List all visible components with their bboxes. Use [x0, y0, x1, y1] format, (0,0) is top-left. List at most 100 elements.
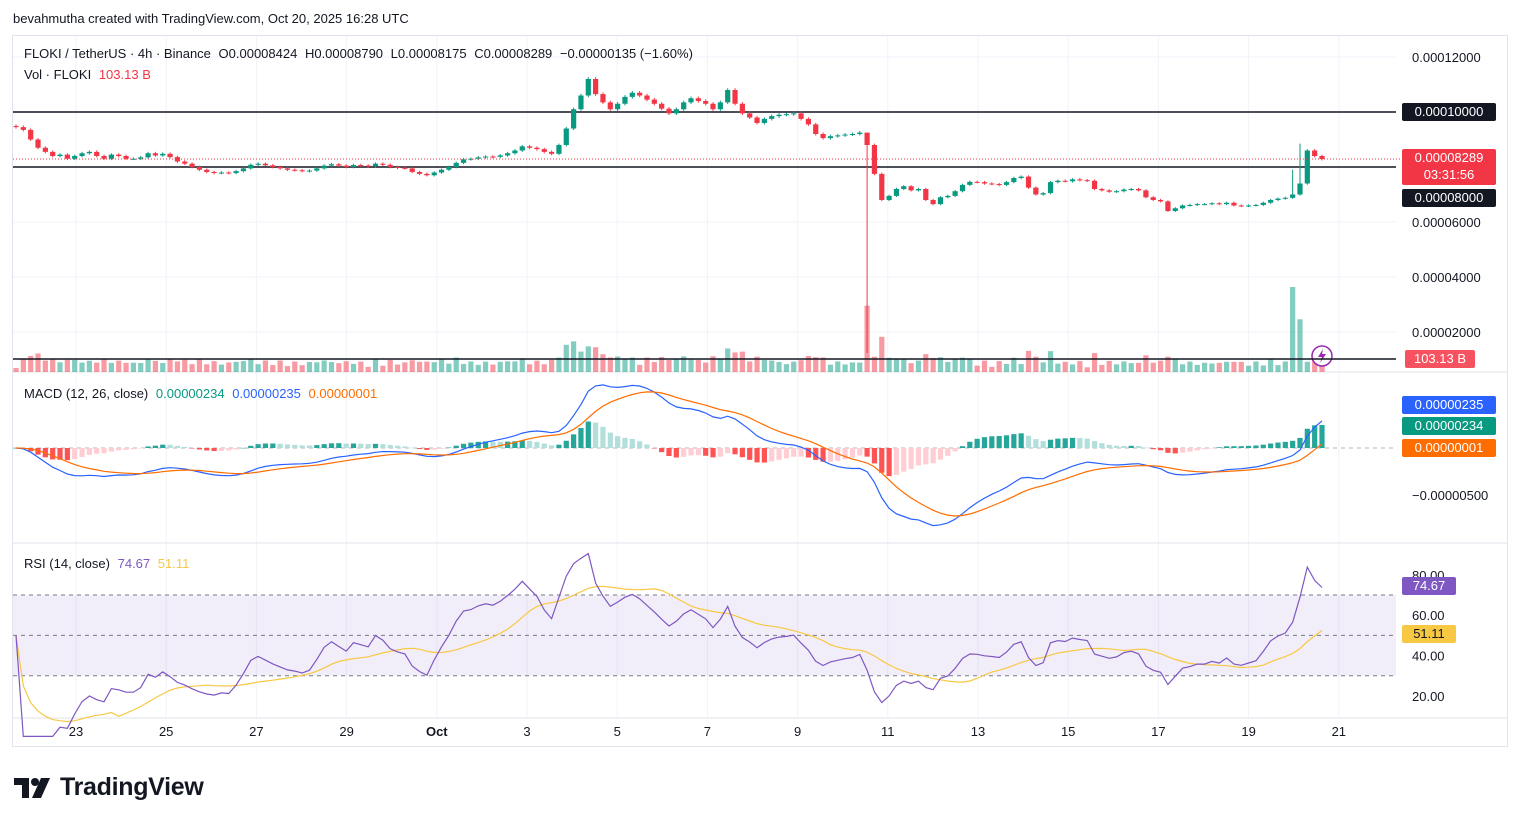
- candle-body: [534, 147, 540, 150]
- volume-bar: [372, 359, 379, 372]
- volume-bar: [20, 359, 26, 372]
- candle-body: [1275, 198, 1281, 200]
- legend-change: −0.00000135 (−1.60%): [559, 46, 693, 61]
- macd-histogram-bar: [475, 441, 481, 448]
- chart-frame[interactable]: [12, 35, 1508, 747]
- candle-body: [167, 153, 173, 158]
- volume-bar: [556, 357, 562, 372]
- volume-bar: [226, 362, 232, 372]
- candle-body: [901, 186, 907, 189]
- tradingview-logo-icon: [14, 777, 50, 798]
- macd-histogram-bar: [145, 446, 151, 448]
- macd-signal-line: [15, 391, 1323, 517]
- time-tick-label: 23: [69, 724, 83, 739]
- candle-body: [629, 92, 635, 97]
- volume-bar: [1187, 361, 1193, 372]
- candle-body: [1003, 182, 1010, 185]
- candle-body: [1304, 150, 1310, 184]
- price-tick-label: 0.00012000: [1412, 50, 1481, 65]
- macd-histogram-bar: [959, 446, 966, 448]
- legend-vol-value: 103.13 B: [98, 67, 151, 82]
- legend-symbol[interactable]: FLOKI / TetherUS · 4h · Binance: [24, 46, 211, 61]
- volume-bar: [769, 360, 775, 372]
- rsi-line: [15, 552, 1323, 737]
- candle-body: [174, 157, 181, 162]
- macd-histogram-bar: [937, 448, 944, 460]
- volume-bar: [28, 355, 34, 372]
- volume-bar: [1011, 357, 1017, 372]
- macd-histogram-bar: [1062, 438, 1068, 448]
- time-tick-label: 27: [249, 724, 263, 739]
- candle-body: [857, 132, 863, 134]
- candle-body: [1091, 180, 1098, 189]
- macd-histogram-bar: [1187, 448, 1193, 452]
- volume-bar: [879, 336, 885, 372]
- legend-rsi-label[interactable]: RSI (14, close): [24, 556, 110, 571]
- macd-histogram-bar: [739, 448, 745, 458]
- volume-bar: [284, 366, 291, 372]
- volume-bar: [1275, 365, 1281, 372]
- macd-histogram-bar: [226, 448, 232, 451]
- macd-histogram-bar: [1055, 438, 1061, 448]
- candle-body: [438, 169, 445, 173]
- candle-body: [659, 103, 665, 109]
- volume-bar: [923, 354, 929, 372]
- volume-bar: [857, 362, 863, 372]
- macd-histogram-bar: [182, 446, 188, 448]
- legend-macd-hist: 0.00000234: [155, 386, 225, 401]
- macd-histogram-bar: [710, 448, 716, 458]
- volume-bar: [299, 365, 305, 372]
- macd-histogram-bar: [842, 448, 848, 460]
- volume-bar: [622, 358, 628, 372]
- volume-bar: [1268, 359, 1274, 372]
- candle-body: [1062, 180, 1068, 182]
- volume-bar: [446, 363, 452, 372]
- volume-bar: [644, 357, 650, 372]
- brand-logo[interactable]: TradingView: [14, 773, 204, 802]
- candle-body: [394, 167, 401, 168]
- macd-histogram-bar: [1157, 448, 1164, 451]
- candle-body: [453, 162, 459, 167]
- legend-macd-label[interactable]: MACD (12, 26, close): [24, 386, 149, 401]
- volume-bar: [776, 361, 782, 372]
- macd-histogram-bar: [1077, 438, 1083, 448]
- volume-bar: [182, 359, 188, 372]
- legend-close: C0.00008289: [474, 46, 553, 61]
- volume-bar: [262, 360, 269, 372]
- macd-histogram-bar: [490, 441, 496, 448]
- legend-vol-label[interactable]: Vol · FLOKI: [24, 67, 92, 82]
- candle-body: [475, 157, 481, 159]
- volume-bar: [959, 357, 966, 372]
- volume-bar: [79, 362, 85, 372]
- macd-histogram-bar: [1165, 448, 1171, 453]
- macd-histogram-bar: [336, 443, 342, 448]
- candle-body: [218, 172, 225, 174]
- candle-body: [211, 171, 217, 174]
- macd-histogram-bar: [864, 448, 870, 457]
- candle-body: [549, 151, 555, 154]
- candle-body: [1077, 179, 1083, 181]
- attribution: bevahmutha created with TradingView.com,…: [13, 11, 409, 26]
- candle-body: [761, 118, 767, 123]
- horizontal-lines[interactable]: [13, 111, 1396, 360]
- time-tick-label: 5: [614, 724, 621, 739]
- tag-countdown: 03:31:56: [1423, 167, 1475, 182]
- macd-histogram-bar: [600, 426, 606, 448]
- volume-bar: [453, 357, 459, 372]
- price-tick-label: 0.00006000: [1412, 215, 1481, 230]
- candle-body: [967, 181, 973, 185]
- candle-body: [644, 95, 650, 100]
- candle-body: [189, 163, 195, 167]
- macd-histogram-bar: [167, 444, 173, 448]
- rsi-ma-line: [15, 585, 1323, 723]
- macd-histogram-bar: [28, 448, 34, 452]
- macd-histogram-bar: [585, 421, 591, 448]
- volume-bar: [908, 363, 914, 372]
- volume-bar: [989, 366, 995, 372]
- macd-histogram-bar: [1194, 448, 1200, 451]
- time-tick-label: 13: [971, 724, 985, 739]
- macd-histogram-bar: [1290, 440, 1296, 448]
- macd-histogram-bar: [923, 448, 929, 465]
- candle-body: [571, 109, 577, 129]
